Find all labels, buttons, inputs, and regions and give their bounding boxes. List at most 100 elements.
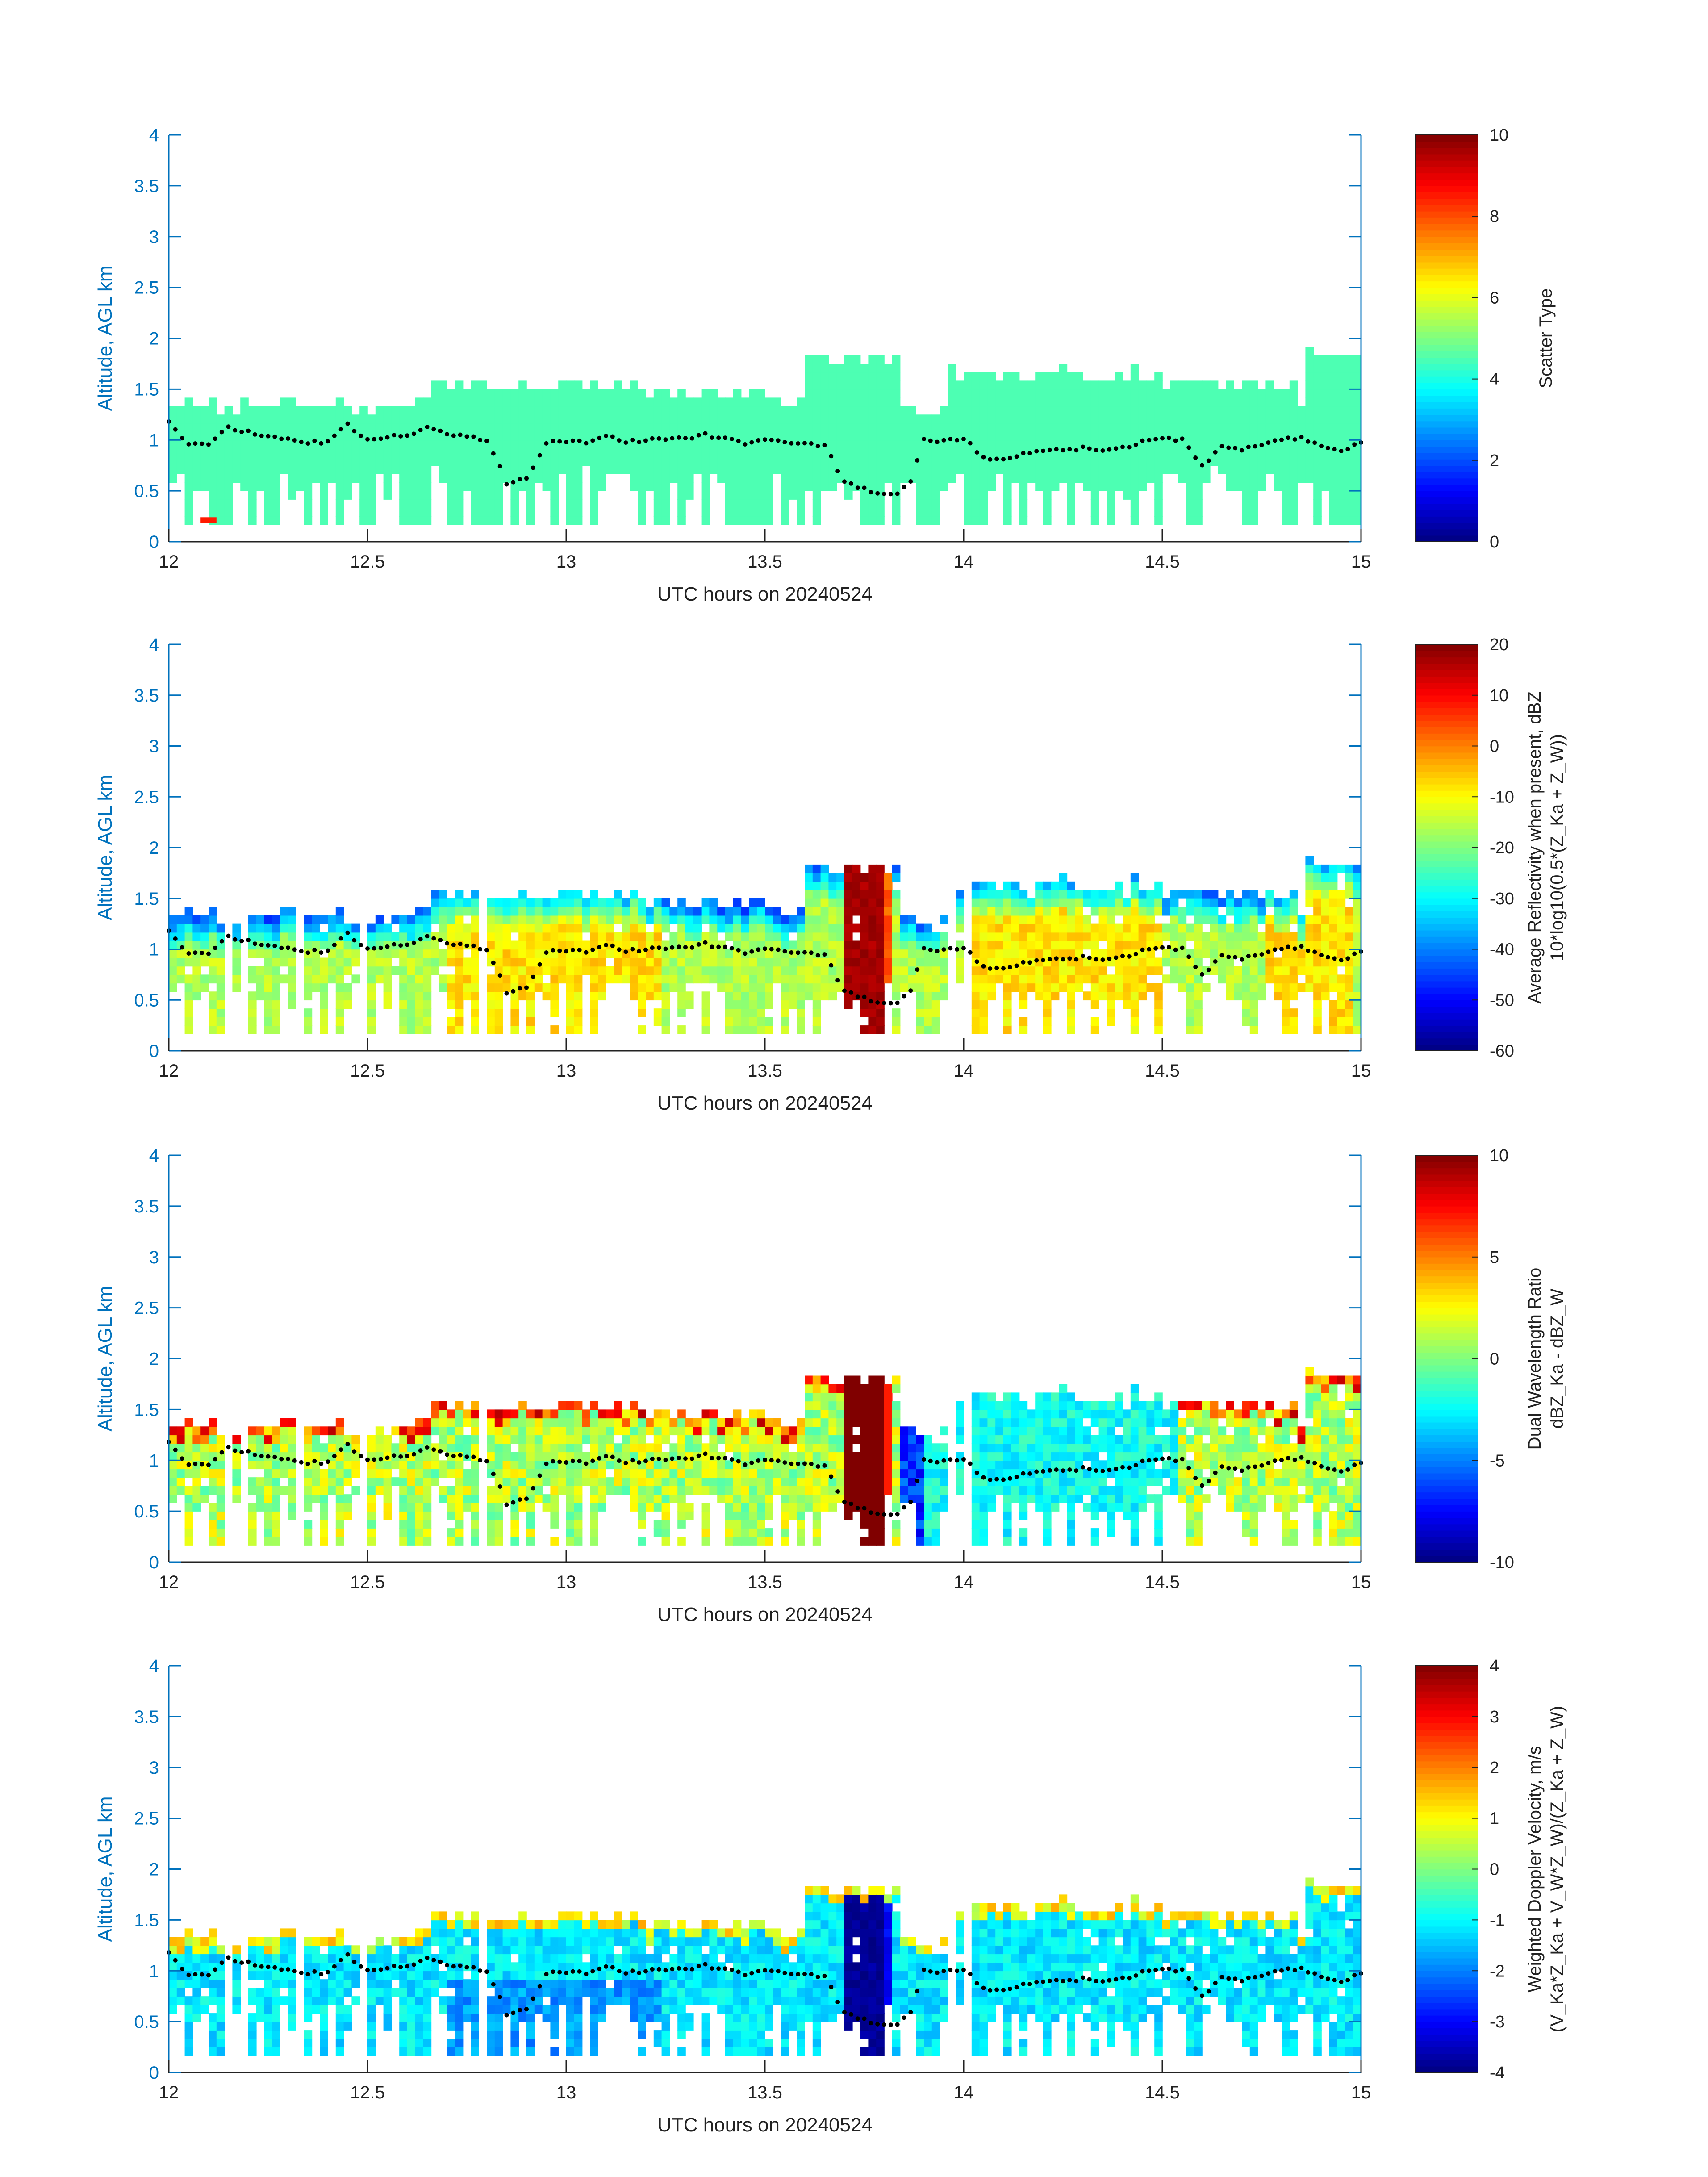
heatmap-cell — [844, 406, 853, 415]
heatmap-cell — [956, 966, 964, 975]
heatmap-cell — [820, 482, 829, 491]
heatmap-cell — [256, 966, 265, 975]
heatmap-cell — [1011, 423, 1020, 432]
cloud-base-point — [882, 491, 886, 496]
heatmap-cell — [1162, 414, 1171, 424]
heatmap-cell — [669, 983, 678, 992]
heatmap-cell — [335, 974, 344, 984]
heatmap-cell — [415, 440, 424, 449]
heatmap-cell — [510, 949, 519, 958]
heatmap-cell — [1098, 983, 1107, 992]
heatmap-cell — [487, 423, 495, 432]
heatmap-cell — [487, 991, 495, 1001]
heatmap-cell — [1090, 940, 1099, 950]
heatmap-cell — [526, 1000, 535, 1009]
heatmap-cell — [789, 966, 797, 975]
heatmap-cell — [979, 991, 988, 1001]
heatmap-cell — [169, 465, 177, 474]
heatmap-cell — [1035, 923, 1044, 933]
heatmap-cell — [1154, 465, 1163, 474]
heatmap-cell — [1146, 923, 1155, 933]
heatmap-cell — [1353, 974, 1361, 984]
heatmap-cell — [900, 932, 909, 941]
heatmap-cell — [256, 949, 265, 958]
y-tick-label: 1.5 — [134, 380, 159, 399]
heatmap-cell — [399, 465, 408, 474]
heatmap-cell — [749, 974, 757, 984]
heatmap-cell — [1265, 932, 1274, 941]
heatmap-cell — [868, 431, 877, 441]
heatmap-cell — [248, 440, 257, 449]
heatmap-cell — [1027, 949, 1036, 958]
heatmap-cell — [471, 457, 479, 466]
heatmap-cell — [741, 406, 750, 415]
heatmap-cell — [868, 1008, 877, 1017]
heatmap-cell — [1043, 907, 1052, 916]
heatmap-cell — [733, 482, 742, 491]
heatmap-cell — [280, 1426, 288, 1436]
heatmap-cell — [1154, 491, 1163, 500]
heatmap-cell — [1242, 1008, 1250, 1017]
heatmap-cell — [1123, 932, 1131, 941]
heatmap-cell — [1274, 983, 1282, 992]
heatmap-cell — [471, 448, 479, 457]
heatmap-cell — [1249, 431, 1258, 441]
heatmap-cell — [995, 406, 1004, 415]
heatmap-cell — [638, 923, 646, 933]
heatmap-cell — [868, 380, 877, 390]
heatmap-cell — [1051, 923, 1060, 933]
heatmap-cell — [200, 406, 209, 415]
heatmap-cell — [439, 465, 447, 474]
y-tick-label: 0.5 — [134, 481, 159, 501]
heatmap-cell — [860, 516, 869, 525]
heatmap-cell — [661, 389, 670, 398]
cloud-base-point — [656, 436, 661, 441]
heatmap-cell — [614, 974, 622, 984]
heatmap-cell — [280, 915, 288, 924]
heatmap-cell — [367, 474, 376, 483]
heatmap-cell — [1138, 974, 1147, 984]
heatmap-cell — [351, 974, 360, 984]
heatmap-cell — [884, 881, 893, 890]
heatmap-cell — [622, 406, 631, 415]
heatmap-cell — [343, 448, 352, 457]
cloud-base-point — [1007, 455, 1012, 460]
heatmap-cell — [820, 364, 829, 373]
heatmap-cell — [964, 499, 972, 508]
heatmap-cell — [455, 923, 464, 933]
heatmap-cell — [383, 974, 392, 984]
heatmap-cell — [1337, 1000, 1346, 1009]
heatmap-cell — [1329, 397, 1338, 407]
heatmap-cell — [868, 974, 877, 984]
heatmap-cell — [638, 465, 646, 474]
heatmap-cell — [471, 1435, 479, 1444]
heatmap-cell — [1242, 482, 1250, 491]
heatmap-cell — [447, 474, 455, 483]
heatmap-cell — [1011, 406, 1020, 415]
cloud-base-point — [497, 973, 502, 978]
heatmap-cell — [852, 898, 861, 907]
heatmap-cell — [931, 499, 940, 508]
heatmap-cell — [1051, 482, 1060, 491]
cloud-base-point — [551, 439, 555, 443]
heatmap-cell — [669, 932, 678, 941]
heatmap-cell — [646, 957, 654, 967]
heatmap-cell — [200, 1469, 209, 1478]
heatmap-cell — [757, 915, 765, 924]
heatmap-cell — [351, 957, 360, 967]
cloud-base-point — [272, 944, 277, 948]
heatmap-cell — [335, 474, 344, 483]
heatmap-cell — [1067, 1000, 1075, 1009]
cloud-base-point — [1127, 445, 1132, 450]
heatmap-cell — [1051, 406, 1060, 415]
heatmap-cell — [487, 1537, 495, 1546]
colorbar-tick-label: -20 — [1490, 839, 1514, 857]
heatmap-cell — [701, 1017, 710, 1026]
heatmap-cell — [812, 448, 821, 457]
heatmap-cell — [280, 1469, 288, 1478]
heatmap-cell — [328, 414, 336, 424]
heatmap-cell — [1321, 423, 1330, 432]
heatmap-cell — [1242, 457, 1250, 466]
heatmap-cell — [1265, 423, 1274, 432]
